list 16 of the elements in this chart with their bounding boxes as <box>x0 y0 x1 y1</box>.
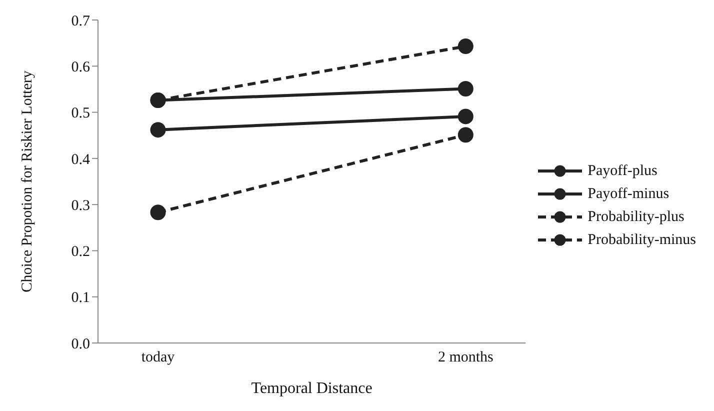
y-tick-label: 0.4 <box>71 152 90 168</box>
legend-label: Payoff-minus <box>588 186 670 202</box>
x-tick-label: today <box>141 350 176 366</box>
legend-label: Probability-plus <box>588 208 684 226</box>
y-tick-label: 0.3 <box>71 198 90 214</box>
y-tick-label: 0.7 <box>71 13 90 30</box>
y-tick-label: 0.2 <box>71 244 90 260</box>
y-tick-label: 0.5 <box>71 106 90 122</box>
legend-label: Probability-minus <box>588 232 696 248</box>
x-tick-label: 2 months <box>438 350 494 366</box>
y-tick-label: 0.6 <box>71 59 90 76</box>
x-axis-title: Temporal Distance <box>251 380 372 397</box>
legend-label: Payoff-plus <box>588 162 658 180</box>
y-tick-label: 0.0 <box>71 336 90 352</box>
y-axis-title: Choice Propotion for Riskier Lottery <box>19 70 36 292</box>
y-tick-label: 0.1 <box>71 290 90 306</box>
